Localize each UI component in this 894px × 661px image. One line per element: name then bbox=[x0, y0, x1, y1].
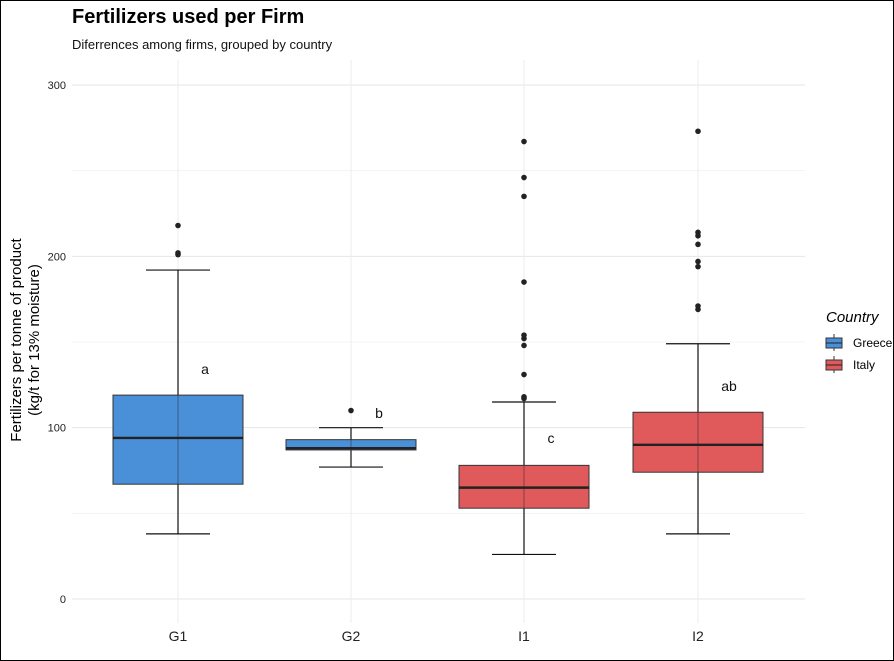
box-g2: b bbox=[285, 405, 417, 468]
outlier-point bbox=[175, 250, 181, 256]
outlier-point bbox=[695, 128, 701, 135]
outlier-point bbox=[521, 174, 527, 181]
significance-label: c bbox=[548, 430, 555, 446]
outlier-point bbox=[521, 332, 527, 338]
outlier-point bbox=[695, 258, 701, 265]
outlier-point bbox=[695, 241, 701, 248]
legend-label-greece: Greece bbox=[853, 336, 893, 350]
y-axis-title-line1: Fertilizers per tonne of product bbox=[8, 237, 25, 441]
axis-layer: 0 100 200 300 G1 G2 I1 I2 bbox=[48, 80, 704, 644]
grid-layer bbox=[72, 60, 805, 623]
box-i2: ab bbox=[632, 128, 764, 535]
outlier-point bbox=[521, 279, 527, 285]
outlier-point bbox=[521, 342, 527, 349]
significance-label: a bbox=[201, 361, 209, 377]
outlier-point bbox=[695, 303, 701, 309]
chart-subtitle: Diferrences among firms, grouped by coun… bbox=[72, 37, 333, 52]
y-tick-label: 0 bbox=[60, 594, 66, 606]
x-tick-label: I2 bbox=[692, 628, 704, 644]
outlier-point bbox=[521, 138, 527, 145]
outlier-point bbox=[521, 193, 527, 200]
box-i1: c bbox=[458, 138, 590, 556]
legend-label-italy: Italy bbox=[853, 358, 875, 372]
y-axis-title-line2: (kg/t for 13% moisture) bbox=[26, 264, 43, 416]
legend: Country Greece Italy bbox=[825, 309, 893, 373]
outlier-point bbox=[521, 395, 527, 402]
legend-title: Country bbox=[826, 309, 880, 326]
y-tick-label: 100 bbox=[48, 423, 66, 435]
outlier-point bbox=[695, 229, 701, 236]
outlier-point bbox=[175, 222, 181, 229]
significance-label: ab bbox=[721, 378, 737, 394]
outlier-point bbox=[348, 407, 354, 414]
chart-title: Fertilizers used per Firm bbox=[72, 6, 305, 28]
x-tick-label: I1 bbox=[518, 628, 530, 644]
significance-label: b bbox=[375, 405, 383, 421]
x-tick-label: G1 bbox=[169, 628, 188, 644]
box-g1: a bbox=[112, 222, 244, 535]
y-tick-label: 300 bbox=[48, 80, 66, 92]
outlier-point bbox=[695, 263, 701, 270]
y-tick-label: 200 bbox=[48, 251, 66, 263]
x-tick-label: G2 bbox=[342, 628, 361, 644]
outlier-point bbox=[521, 371, 527, 378]
